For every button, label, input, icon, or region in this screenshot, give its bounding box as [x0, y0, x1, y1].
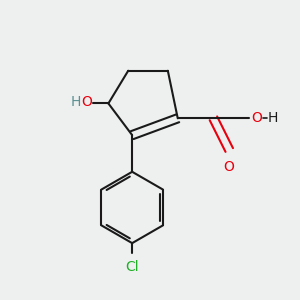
Text: O: O	[82, 95, 92, 110]
Text: O: O	[223, 160, 234, 174]
Text: H: H	[268, 111, 278, 125]
Text: Cl: Cl	[125, 260, 139, 274]
Text: O: O	[251, 111, 262, 125]
Text: H: H	[70, 95, 81, 110]
